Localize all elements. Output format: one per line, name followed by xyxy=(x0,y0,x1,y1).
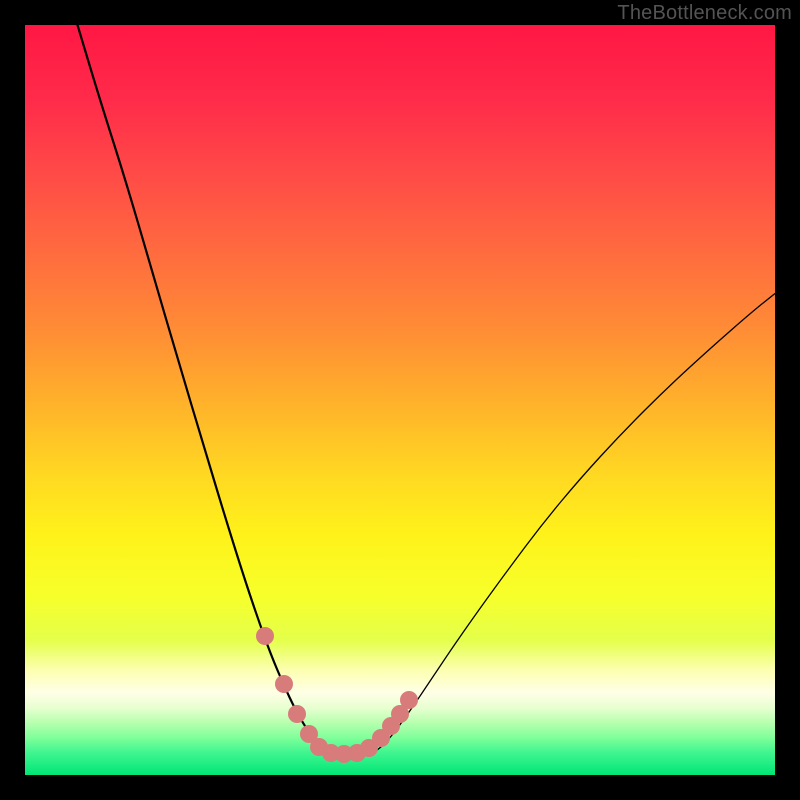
curve-left xyxy=(78,25,327,751)
bottleneck-curves xyxy=(25,25,775,775)
curve-right xyxy=(376,294,775,752)
watermark-text: TheBottleneck.com xyxy=(617,2,792,25)
plot-area xyxy=(25,25,775,775)
marker-dot xyxy=(288,705,306,723)
marker-dot xyxy=(275,675,293,693)
marker-dot xyxy=(256,627,274,645)
marker-dot xyxy=(400,691,418,709)
